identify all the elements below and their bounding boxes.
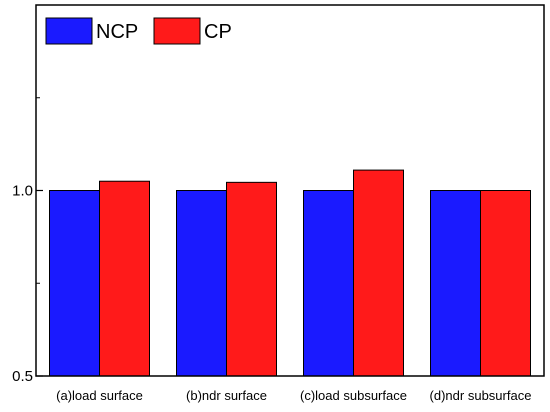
bar-ncp-4 (430, 190, 481, 377)
bar-ncp-2 (176, 190, 227, 377)
legend-swatch-cp (153, 17, 201, 45)
axes-layer (35, 4, 545, 377)
y-tick-label: 0.5 (12, 368, 33, 385)
category-label: (b)ndr surface (186, 388, 267, 403)
legend-swatch-ncp (45, 17, 93, 45)
category-label: (a)load surface (56, 388, 143, 403)
bar-cp-3 (353, 169, 404, 377)
bar-cp-1 (99, 180, 150, 377)
bar-ncp-1 (49, 190, 100, 377)
legend-label-cp: CP (204, 21, 232, 43)
category-label: (d)ndr subsurface (430, 388, 532, 403)
bar-ncp-3 (303, 190, 354, 377)
category-label: (c)load subsurface (300, 388, 407, 403)
y-tick-label: 1.0 (12, 183, 33, 200)
bars-layer (49, 169, 531, 377)
bar-cp-2 (226, 181, 277, 377)
bar-cp-4 (480, 190, 531, 377)
labels-layer: (a)load surface (b)ndr surface (c)load sub… (12, 183, 531, 404)
legend-label-ncp: NCP (96, 21, 138, 43)
legend: NCP CP (45, 17, 232, 45)
